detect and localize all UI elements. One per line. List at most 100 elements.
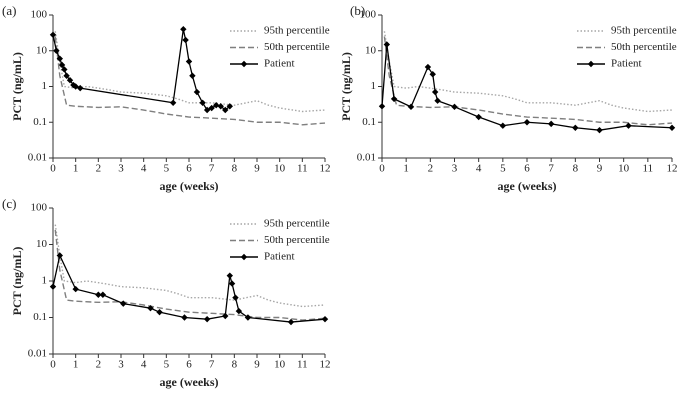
y-axis-title: PCT (ng/mL): [10, 52, 24, 121]
data-point: [203, 315, 211, 323]
data-point: [77, 84, 84, 92]
x-tick-label: 11: [297, 163, 308, 175]
data-point: [429, 71, 436, 78]
data-point: [182, 36, 189, 44]
x-tick-label: 4: [476, 163, 482, 175]
data-point: [185, 58, 193, 65]
data-point: [287, 318, 295, 326]
y-tick-label: 10: [36, 44, 48, 56]
x-tick-label: 12: [320, 359, 331, 371]
x-tick-label: 0: [50, 163, 56, 175]
data-point: [668, 124, 676, 131]
data-point: [378, 103, 386, 110]
data-point: [99, 291, 107, 298]
x-tick-label: 11: [297, 359, 308, 371]
x-axis-title: age (weeks): [160, 375, 219, 389]
data-point: [596, 126, 603, 134]
x-tick-label: 3: [118, 359, 124, 371]
data-point: [208, 104, 215, 112]
x-tick-label: 1: [403, 163, 409, 175]
y-tick-label: 0.1: [33, 116, 47, 128]
x-tick-label: 1: [73, 359, 79, 371]
y-axis-title: PCT (ng/mL): [10, 247, 24, 316]
data-point: [321, 315, 329, 323]
x-tick-label: 10: [274, 359, 286, 371]
x-tick-label: 3: [452, 163, 458, 175]
data-point: [53, 47, 60, 54]
data-point: [203, 106, 211, 114]
x-tick-label: 2: [96, 163, 102, 175]
y-tick-label: 0.01: [357, 152, 376, 164]
x-tick-label: 1: [73, 163, 79, 175]
y-tick-label: 0.1: [362, 116, 376, 128]
data-point: [181, 314, 188, 321]
data-point: [451, 103, 458, 111]
data-point: [49, 283, 57, 290]
data-point: [424, 63, 432, 71]
data-point: [625, 122, 632, 129]
x-tick-label: 0: [50, 359, 56, 371]
legend-label: 50th percentile: [264, 234, 330, 246]
series-line: [383, 31, 673, 113]
x-tick-label: 2: [428, 163, 434, 175]
x-tick-label: 4: [141, 163, 147, 175]
panel-label: (c): [2, 196, 16, 211]
data-point: [58, 61, 66, 69]
x-tick-label: 9: [254, 163, 260, 175]
data-point: [383, 41, 391, 48]
data-point: [217, 103, 224, 110]
data-point: [56, 55, 63, 62]
y-tick-label: 1: [42, 275, 48, 287]
x-tick-label: 9: [597, 163, 603, 175]
data-point: [232, 294, 239, 301]
series-line: [54, 36, 326, 126]
data-point: [72, 285, 79, 293]
data-point: [572, 124, 579, 131]
x-tick-label: 6: [524, 163, 530, 175]
x-tick-label: 5: [164, 163, 170, 175]
legend-label: 95th percentile: [611, 25, 677, 37]
data-point: [235, 307, 243, 315]
data-point: [499, 122, 507, 129]
data-point: [244, 314, 252, 321]
series-line: [383, 36, 673, 126]
x-tick-label: 8: [573, 163, 579, 175]
x-tick-label: 0: [379, 163, 385, 175]
x-tick-label: 3: [118, 163, 124, 175]
data-point: [49, 31, 57, 38]
legend-label: Patient: [264, 58, 295, 70]
x-tick-label: 10: [618, 163, 630, 175]
data-point: [66, 77, 74, 84]
x-tick-label: 6: [186, 359, 192, 371]
data-point: [434, 97, 441, 104]
y-tick-label: 0.1: [33, 311, 47, 323]
x-tick-label: 9: [254, 359, 260, 371]
data-point: [407, 103, 415, 111]
y-axis-title: PCT (ng/mL): [339, 52, 353, 121]
legend-marker: [587, 60, 595, 68]
x-tick-label: 2: [96, 359, 102, 371]
x-axis-title: age (weeks): [498, 179, 557, 193]
data-point: [475, 113, 482, 121]
data-point: [199, 99, 206, 106]
data-point: [390, 95, 398, 103]
data-point: [213, 101, 220, 109]
legend-label: 50th percentile: [264, 41, 330, 53]
y-tick-label: 10: [365, 44, 377, 56]
x-tick-label: 7: [209, 359, 215, 371]
data-point: [56, 252, 63, 259]
legend-marker: [240, 60, 248, 68]
panel-label: (a): [2, 3, 16, 18]
y-tick-label: 0.01: [28, 152, 47, 164]
x-axis-title: age (weeks): [160, 179, 219, 193]
legend-label: 50th percentile: [611, 41, 677, 53]
x-tick-label: 4: [141, 359, 147, 371]
panel-label: (b): [350, 3, 365, 18]
data-point: [226, 272, 233, 279]
legend-marker: [240, 253, 248, 261]
data-point: [222, 312, 229, 320]
data-point: [147, 304, 154, 312]
data-point: [72, 83, 79, 90]
